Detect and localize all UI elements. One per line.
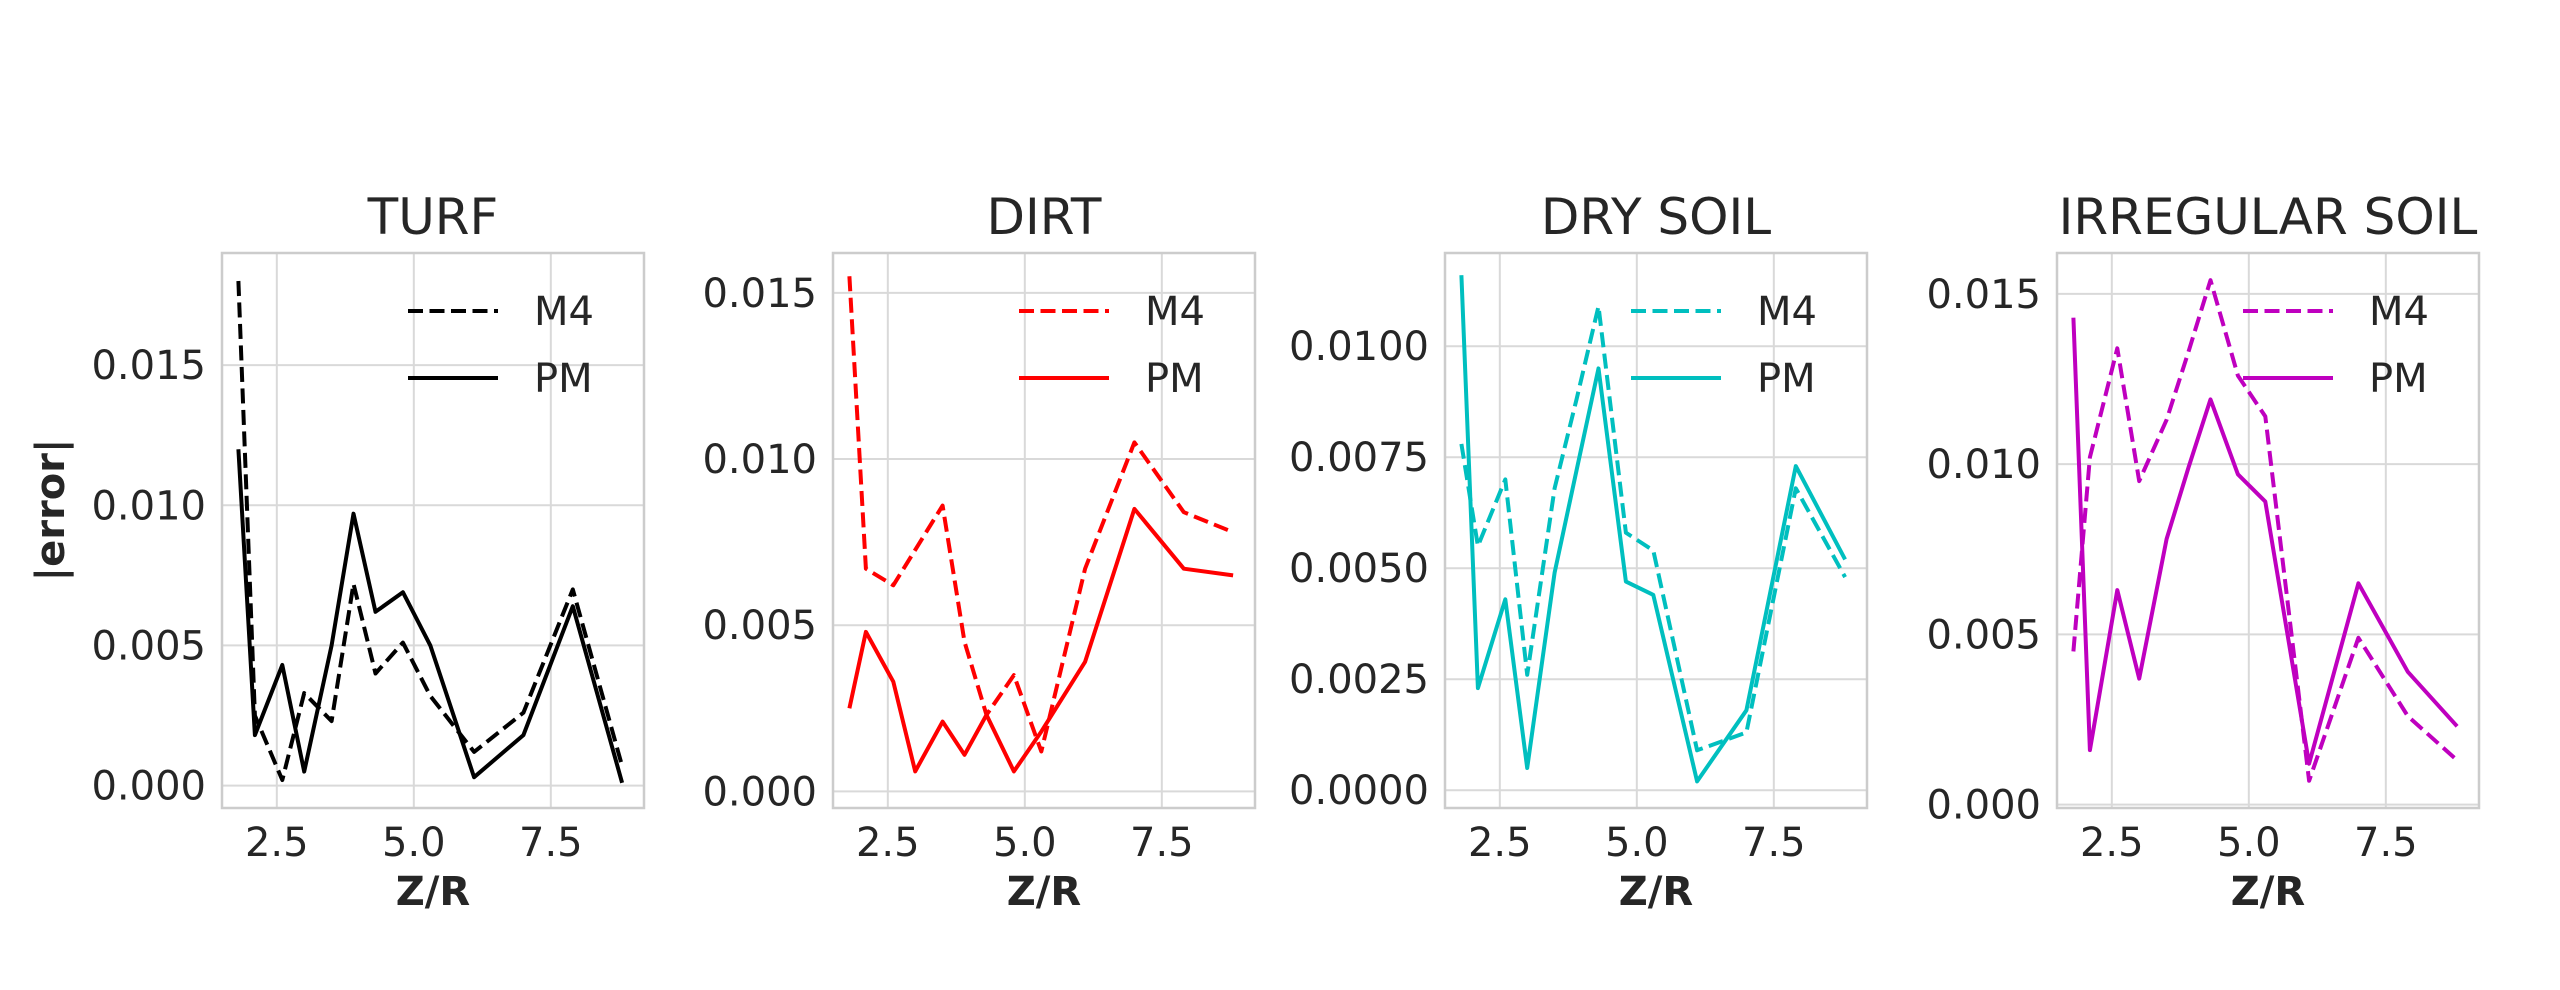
y-tick-label: 0.000 [702, 769, 817, 815]
chart-panel-1: 2.5 5.0 7.5 0.000 0.005 0.010 0.015 TURF Z/R M4 PM [91, 188, 646, 915]
legend-label-pm: PM [534, 356, 593, 402]
legend-label-m4: M4 [2369, 289, 2429, 335]
y-tick-label: 0.000 [1926, 783, 2041, 829]
y-tick-label: 0.015 [1926, 272, 2041, 318]
series-line-m4 [2071, 278, 2459, 783]
charts-container: 2.5 5.0 7.5 0.000 0.005 0.010 0.015 TURF Z/R M4 PM… [91, 188, 2481, 915]
plot-frame [831, 251, 1257, 810]
legend: M4 PM [2243, 289, 2429, 402]
x-axis-label: Z/R [1007, 869, 1081, 915]
y-axis-label: |error| [28, 438, 75, 581]
legend: M4 PM [1631, 289, 1817, 402]
legend-label-m4: M4 [1757, 289, 1817, 335]
y-tick-label: 0.0000 [1289, 768, 1429, 814]
series-line-pm [1459, 275, 1847, 784]
x-tick-label: 2.5 [856, 820, 920, 866]
chart-panel-2: 2.5 5.0 7.5 0.000 0.005 0.010 0.015 DIRT Z/R M4 PM [702, 188, 1257, 915]
chart-title: IRREGULAR SOIL [2059, 188, 2478, 246]
x-axis-label: Z/R [396, 869, 470, 915]
legend: M4 PM [408, 289, 594, 402]
y-tick-label: 0.0025 [1289, 657, 1429, 703]
legend-label-pm: PM [2369, 356, 2428, 402]
y-tick-label: 0.005 [702, 603, 817, 649]
x-tick-label: 5.0 [382, 820, 446, 866]
x-tick-label: 5.0 [1605, 820, 1669, 866]
x-tick-label: 7.5 [1742, 820, 1806, 866]
y-tick-label: 0.0075 [1289, 435, 1429, 481]
x-tick-label: 7.5 [1130, 820, 1194, 866]
x-tick-label: 7.5 [519, 820, 583, 866]
x-tick-label: 2.5 [2080, 820, 2144, 866]
y-tick-label: 0.015 [91, 343, 206, 389]
y-tick-label: 0.0050 [1289, 546, 1429, 592]
series-line-m4 [847, 276, 1234, 754]
chart-title: DRY SOIL [1541, 188, 1771, 246]
plot-frame [1443, 251, 1869, 810]
plot-frame [220, 251, 646, 810]
series-line-m4 [1459, 304, 1847, 753]
x-axis-label: Z/R [2231, 869, 2305, 915]
y-tick-label: 0.010 [1926, 442, 2041, 488]
y-tick-label: 0.005 [91, 623, 206, 669]
chart-title: DIRT [987, 188, 1102, 246]
y-tick-label: 0.005 [1926, 612, 2041, 658]
y-tick-label: 0.000 [91, 764, 206, 810]
legend: M4 PM [1019, 289, 1205, 402]
legend-label-m4: M4 [534, 289, 594, 335]
y-tick-label: 0.010 [91, 483, 206, 529]
series-line-pm [236, 449, 625, 784]
legend-label-m4: M4 [1145, 289, 1205, 335]
series-line-pm [847, 506, 1234, 774]
y-tick-label: 0.0100 [1289, 324, 1429, 370]
x-axis-label: Z/R [1619, 869, 1693, 915]
x-tick-label: 2.5 [1468, 820, 1532, 866]
legend-label-pm: PM [1145, 356, 1204, 402]
series-line-m4 [236, 280, 625, 782]
chart-title: TURF [367, 188, 499, 246]
legend-label-pm: PM [1757, 356, 1816, 402]
y-tick-label: 0.010 [702, 437, 817, 483]
y-tick-label: 0.015 [702, 271, 817, 317]
x-tick-label: 2.5 [245, 820, 309, 866]
x-tick-label: 5.0 [993, 820, 1057, 866]
series-line-pm [2071, 317, 2459, 766]
x-tick-label: 5.0 [2217, 820, 2281, 866]
chart-panel-4: 2.5 5.0 7.5 0.000 0.005 0.010 0.015 IRREGULAR S… [1926, 188, 2481, 915]
plot-frame [2055, 251, 2481, 810]
chart-panel-3: 2.5 5.0 7.5 0.0000 0.0025 0.0050 0.0075 0.0100 D… [1289, 188, 1869, 915]
x-tick-label: 7.5 [2354, 820, 2418, 866]
